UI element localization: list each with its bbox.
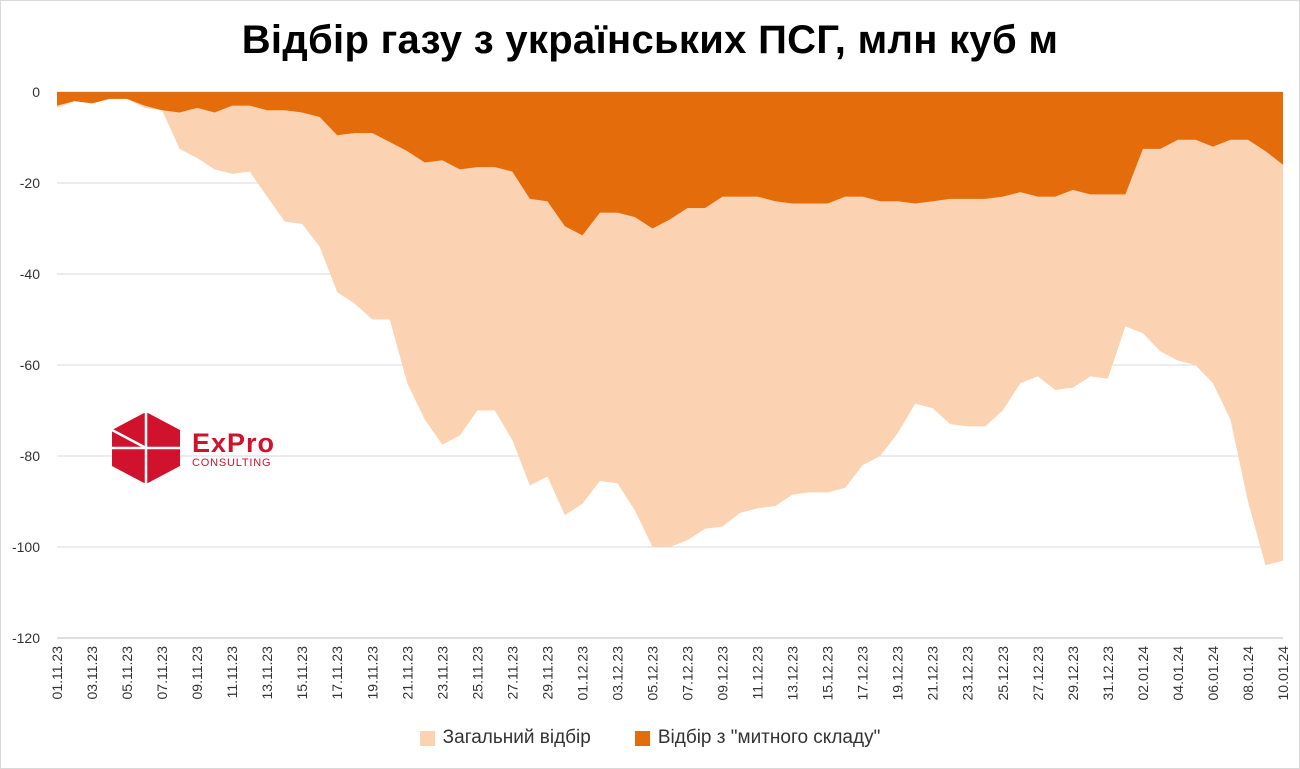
- x-tick-label: 11.11.23: [224, 646, 240, 699]
- area-series-0: [57, 92, 1283, 566]
- x-tick-label: 15.11.23: [294, 646, 310, 700]
- y-tick-label: -100: [12, 539, 40, 555]
- x-tick-label: 11.12.23: [750, 646, 766, 700]
- expro-logo: ExPro CONSULTING: [106, 410, 320, 486]
- logo-subtitle: CONSULTING: [192, 457, 272, 469]
- x-tick-label: 23.12.23: [960, 646, 976, 701]
- y-tick-label: -120: [12, 630, 40, 646]
- x-tick-label: 13.11.23: [259, 646, 275, 700]
- chart-title: Відбір газу з українських ПСГ, млн куб м: [241, 18, 1059, 62]
- x-tick-label: 10.01.24: [1275, 646, 1291, 701]
- y-tick-label: 0: [32, 84, 40, 100]
- x-tick-label: 27.12.23: [1030, 646, 1046, 701]
- x-tick-label: 01.12.23: [574, 646, 590, 701]
- legend-swatch-total: [419, 730, 435, 746]
- logo-wordmark: ExPro: [192, 428, 276, 458]
- x-tick-label: 09.12.23: [715, 646, 731, 701]
- x-tick-label: 25.12.23: [995, 646, 1011, 701]
- chart-legend: Загальний відбір Відбір з "митного склад…: [0, 727, 1300, 749]
- x-tick-label: 02.01.24: [1135, 646, 1151, 701]
- x-tick-label: 27.11.23: [504, 646, 520, 700]
- x-tick-label: 21.12.23: [925, 646, 941, 701]
- legend-item-total: Загальний відбір: [419, 727, 591, 749]
- area-series-1: [57, 92, 1283, 236]
- cube-logo-icon: [111, 412, 180, 484]
- x-tick-label: 19.12.23: [890, 646, 906, 701]
- legend-swatch-customs: [634, 730, 650, 746]
- x-tick-label: 07.11.23: [154, 646, 170, 700]
- x-tick-label: 09.11.23: [189, 646, 205, 700]
- x-tick-label: 17.12.23: [855, 646, 871, 701]
- y-tick-label: -80: [20, 448, 40, 464]
- x-tick-label: 01.11.23: [49, 646, 65, 700]
- x-tick-label: 31.12.23: [1100, 646, 1116, 701]
- x-tick-label: 29.12.23: [1065, 646, 1081, 701]
- x-tick-label: 07.12.23: [680, 646, 696, 701]
- x-tick-label: 05.11.23: [119, 646, 135, 700]
- legend-label-total: Загальний відбір: [442, 727, 591, 748]
- y-tick-label: -20: [20, 175, 40, 191]
- x-tick-label: 06.01.24: [1205, 646, 1221, 701]
- x-tick-label: 17.11.23: [329, 646, 345, 700]
- x-tick-label: 04.01.24: [1170, 646, 1186, 701]
- y-tick-label: -60: [20, 357, 40, 373]
- x-tick-label: 23.11.23: [434, 646, 450, 700]
- x-tick-label: 03.12.23: [609, 646, 625, 701]
- x-tick-label: 15.12.23: [820, 646, 836, 701]
- x-tick-label: 19.11.23: [364, 646, 380, 700]
- x-tick-label: 03.11.23: [84, 646, 100, 700]
- legend-label-customs: Відбір з "митного складу": [657, 727, 881, 748]
- x-tick-label: 25.11.23: [469, 646, 485, 700]
- x-tick-label: 29.11.23: [539, 646, 555, 700]
- x-tick-label: 21.11.23: [399, 646, 415, 700]
- x-tick-label: 05.12.23: [644, 646, 660, 701]
- x-tick-label: 13.12.23: [785, 646, 801, 701]
- y-tick-label: -40: [20, 266, 40, 282]
- x-tick-label: 08.01.24: [1240, 646, 1256, 701]
- legend-item-customs: Відбір з "митного складу": [634, 727, 881, 749]
